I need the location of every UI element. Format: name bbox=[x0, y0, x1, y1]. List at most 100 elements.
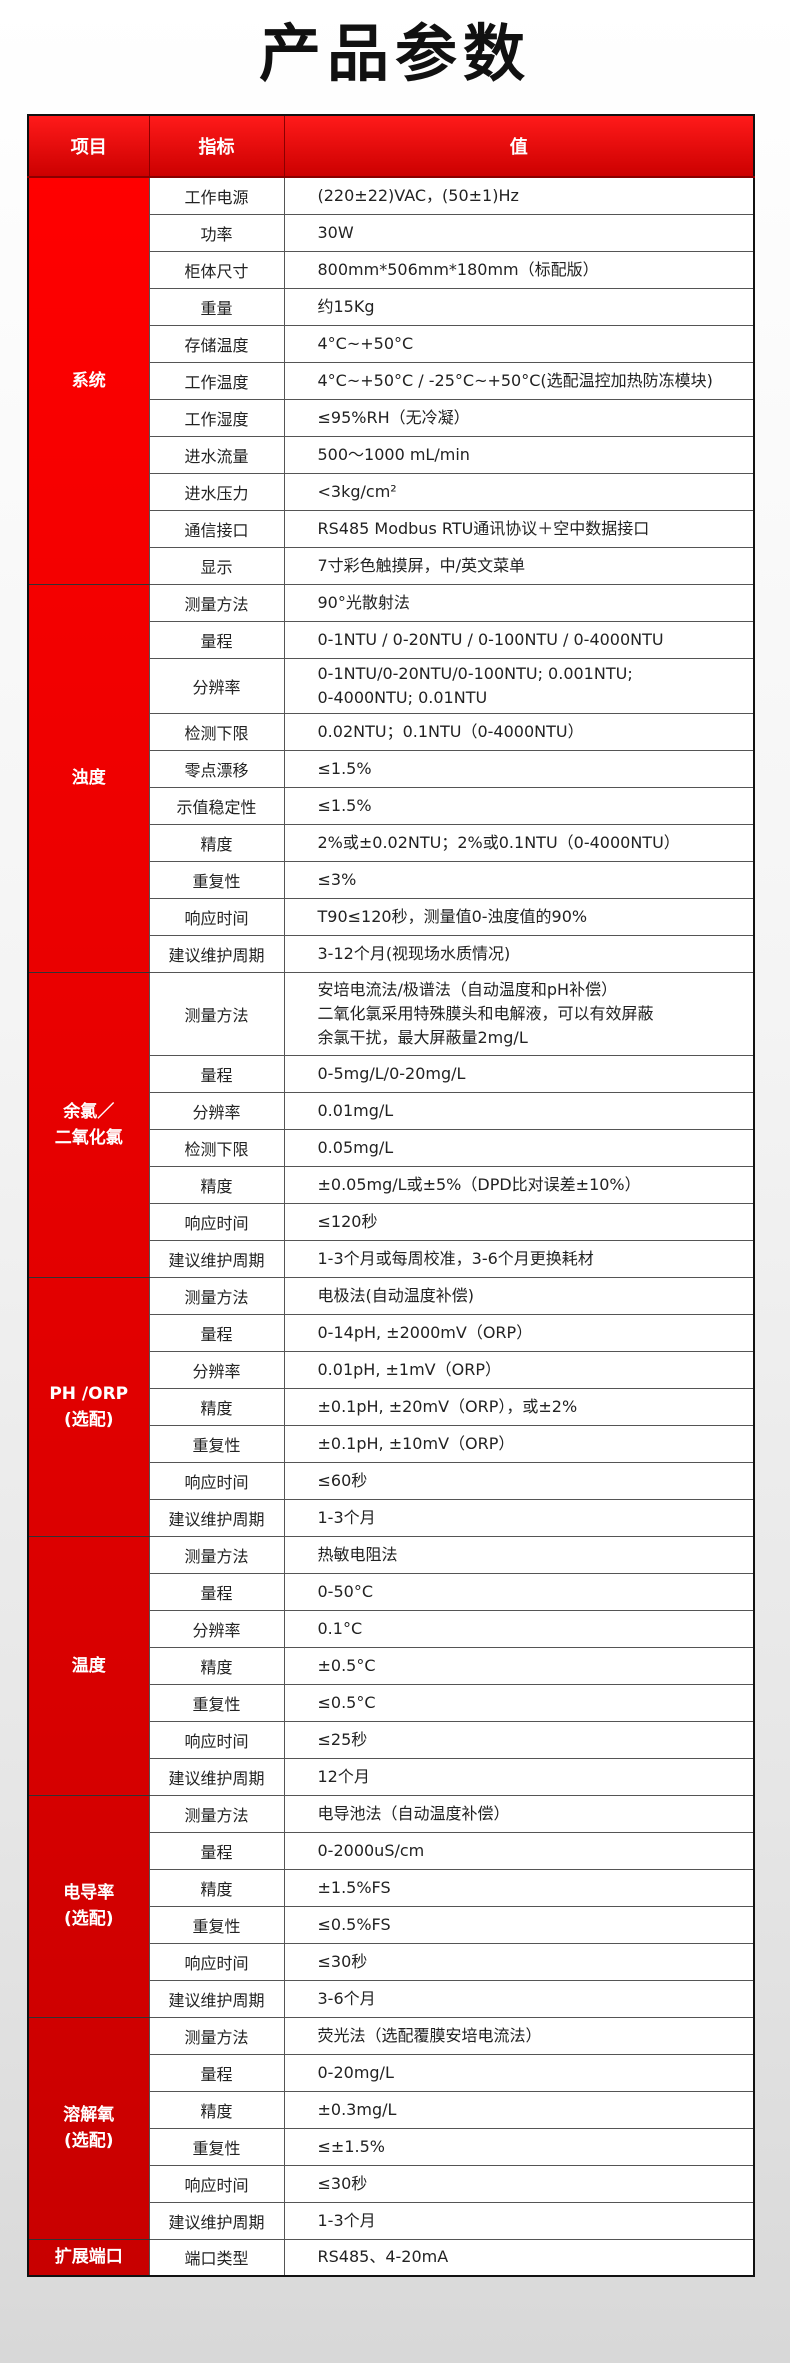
table-row: 重量 约15Kg bbox=[28, 288, 754, 326]
value-line: 0-4000NTU; 0.01NTU bbox=[317, 687, 488, 707]
value-cell: 0-1NTU / 0-20NTU / 0-100NTU / 0-4000NTU bbox=[284, 621, 754, 659]
value-cell: 0-14pH, ±2000mV（ORP） bbox=[284, 1314, 754, 1352]
metric-cell: 量程 bbox=[149, 1314, 285, 1352]
table-row: 精度 ±0.05mg/L或±5%（DPD比对误差±10%） bbox=[28, 1166, 754, 1204]
value-line: <3kg/cm² bbox=[317, 481, 397, 501]
metric-cell: 响应时间 bbox=[149, 1462, 285, 1500]
table-row: 量程 0-1NTU / 0-20NTU / 0-100NTU / 0-4000NT… bbox=[28, 621, 754, 659]
metric-cell: 精度 bbox=[149, 1647, 285, 1685]
metric-cell: 零点漂移 bbox=[149, 750, 285, 788]
table-row: 分辨率 0-1NTU/0-20NTU/0-100NTU; 0.001NTU; 0-4… bbox=[28, 658, 754, 714]
value-line: 0-50°C bbox=[317, 1581, 373, 1601]
group-label-line: (选配) bbox=[63, 1909, 114, 1929]
value-cell: 90°光散射法 bbox=[284, 584, 754, 622]
value-line: ≤95%RH（无冷凝） bbox=[317, 407, 470, 427]
value-cell: 0-50°C bbox=[284, 1573, 754, 1611]
value-cell: ±0.1pH, ±10mV（ORP） bbox=[284, 1425, 754, 1463]
value-line: ≤0.5%FS bbox=[317, 1914, 391, 1934]
value-line: ≤0.5°C bbox=[317, 1692, 376, 1712]
value-line: ≤30秒 bbox=[317, 1951, 368, 1971]
group-label: 浊度 bbox=[28, 584, 150, 973]
value-cell: 1-3个月 bbox=[284, 1499, 754, 1537]
table-row: 响应时间 ≤30秒 bbox=[28, 2165, 754, 2203]
metric-cell: 精度 bbox=[149, 1388, 285, 1426]
group-label-line: (选配) bbox=[63, 2131, 114, 2151]
value-cell: ≤1.5% bbox=[284, 750, 754, 788]
value-cell: 800mm*506mm*180mm（标配版） bbox=[284, 251, 754, 289]
table-row: 精度 ±0.5°C bbox=[28, 1647, 754, 1685]
metric-cell: 精度 bbox=[149, 2091, 285, 2129]
metric-cell: 建议维护周期 bbox=[149, 1499, 285, 1537]
value-cell: ≤0.5%FS bbox=[284, 1906, 754, 1944]
value-line: 3-6个月 bbox=[317, 1988, 376, 2008]
value-line: 二氧化氯采用特殊膜头和电解液，可以有效屏蔽 bbox=[317, 1003, 654, 1023]
value-cell: ±1.5%FS bbox=[284, 1869, 754, 1907]
table-row: 电导率 (选配) 测量方法 电导池法（自动温度补偿） bbox=[28, 1795, 754, 2018]
metric-cell: 精度 bbox=[149, 1166, 285, 1204]
table-row: 建议维护周期 3-6个月 bbox=[28, 1980, 754, 2018]
metric-cell: 检测下限 bbox=[149, 713, 285, 751]
table-row: 进水压力 <3kg/cm² bbox=[28, 473, 754, 511]
table-row: 量程 0-20mg/L bbox=[28, 2054, 754, 2092]
table-row: 重复性 ±0.1pH, ±10mV（ORP） bbox=[28, 1425, 754, 1463]
value-line: 0.02NTU；0.1NTU（0-4000NTU） bbox=[317, 721, 584, 741]
metric-cell: 示值稳定性 bbox=[149, 787, 285, 825]
metric-cell: 建议维护周期 bbox=[149, 1758, 285, 1796]
metric-cell: 响应时间 bbox=[149, 2165, 285, 2203]
value-line: 2%或±0.02NTU；2%或0.1NTU（0-4000NTU） bbox=[317, 832, 680, 852]
value-line: 余氯干扰，最大屏蔽量2mg/L bbox=[317, 1027, 528, 1047]
group-label: 温度 bbox=[28, 1536, 150, 1796]
value-line: 热敏电阻法 bbox=[317, 1544, 398, 1564]
value-line: 3-12个月(视现场水质情况) bbox=[317, 943, 511, 963]
metric-cell: 重复性 bbox=[149, 861, 285, 899]
value-line: ≤1.5% bbox=[317, 758, 372, 778]
metric-cell: 通信接口 bbox=[149, 510, 285, 548]
value-cell: 3-12个月(视现场水质情况) bbox=[284, 935, 754, 973]
value-cell: ≤30秒 bbox=[284, 2165, 754, 2203]
value-line: 0-2000uS/cm bbox=[317, 1840, 425, 1860]
value-cell: 3-6个月 bbox=[284, 1980, 754, 2018]
table-row: 建议维护周期 1-3个月 bbox=[28, 1499, 754, 1537]
value-line: ±0.3mg/L bbox=[317, 2099, 397, 2119]
metric-cell: 进水流量 bbox=[149, 436, 285, 474]
value-cell: RS485、4-20mA bbox=[284, 2239, 754, 2277]
table-row: PH /ORP (选配) 测量方法 电极法(自动温度补偿) bbox=[28, 1277, 754, 1537]
metric-cell: 建议维护周期 bbox=[149, 935, 285, 973]
value-cell: ≤25秒 bbox=[284, 1721, 754, 1759]
table-row: 响应时间 ≤60秒 bbox=[28, 1462, 754, 1500]
value-cell: ≤±1.5% bbox=[284, 2128, 754, 2166]
value-cell: ≤95%RH（无冷凝） bbox=[284, 399, 754, 437]
table-row: 功率 30W bbox=[28, 214, 754, 252]
value-line: ≤30秒 bbox=[317, 2173, 368, 2193]
value-line: (220±22)VAC，(50±1)Hz bbox=[317, 185, 519, 205]
table-row: 分辨率 0.01mg/L bbox=[28, 1092, 754, 1130]
value-line: 7寸彩色触摸屏，中/英文菜单 bbox=[317, 555, 526, 575]
metric-cell: 测量方法 bbox=[149, 972, 285, 1056]
value-line: ±1.5%FS bbox=[317, 1877, 391, 1897]
value-cell: ≤30秒 bbox=[284, 1943, 754, 1981]
value-cell: 0-2000uS/cm bbox=[284, 1832, 754, 1870]
value-cell: 安培电流法/极谱法（自动温度和pH补偿） 二氧化氯采用特殊膜头和电解液，可以有效屏… bbox=[284, 972, 754, 1056]
group-label-line: 温度 bbox=[71, 1655, 106, 1676]
value-cell: (220±22)VAC，(50±1)Hz bbox=[284, 177, 754, 215]
table-row: 浊度 测量方法 90°光散射法 bbox=[28, 584, 754, 973]
table-row: 分辨率 0.01pH, ±1mV（ORP） bbox=[28, 1351, 754, 1389]
table-row: 重复性 ≤0.5°C bbox=[28, 1684, 754, 1722]
spec-body: 系统 工作电源 (220±22)VAC，(50±1)Hz 功率 30W 柜体尺寸 800mm… bbox=[28, 177, 754, 2277]
metric-cell: 测量方法 bbox=[149, 584, 285, 622]
value-cell: 1-3个月 bbox=[284, 2202, 754, 2240]
metric-cell: 分辨率 bbox=[149, 1610, 285, 1648]
group-label-line: 二氧化氯 bbox=[54, 1127, 123, 1148]
metric-cell: 重复性 bbox=[149, 1425, 285, 1463]
value-line: ≤25秒 bbox=[317, 1729, 368, 1749]
value-cell: 0-20mg/L bbox=[284, 2054, 754, 2092]
value-line: 90°光散射法 bbox=[317, 592, 410, 612]
table-header-row: 项目 指标 值 bbox=[28, 115, 755, 178]
group-label-line: 系统 bbox=[71, 370, 106, 391]
metric-cell: 量程 bbox=[149, 1573, 285, 1611]
value-cell: 1-3个月或每周校准，3-6个月更换耗材 bbox=[284, 1240, 754, 1278]
table-row: 检测下限 0.02NTU；0.1NTU（0-4000NTU） bbox=[28, 713, 754, 751]
metric-cell: 分辨率 bbox=[149, 1351, 285, 1389]
value-line: 12个月 bbox=[317, 1766, 370, 1786]
metric-cell: 量程 bbox=[149, 1055, 285, 1093]
